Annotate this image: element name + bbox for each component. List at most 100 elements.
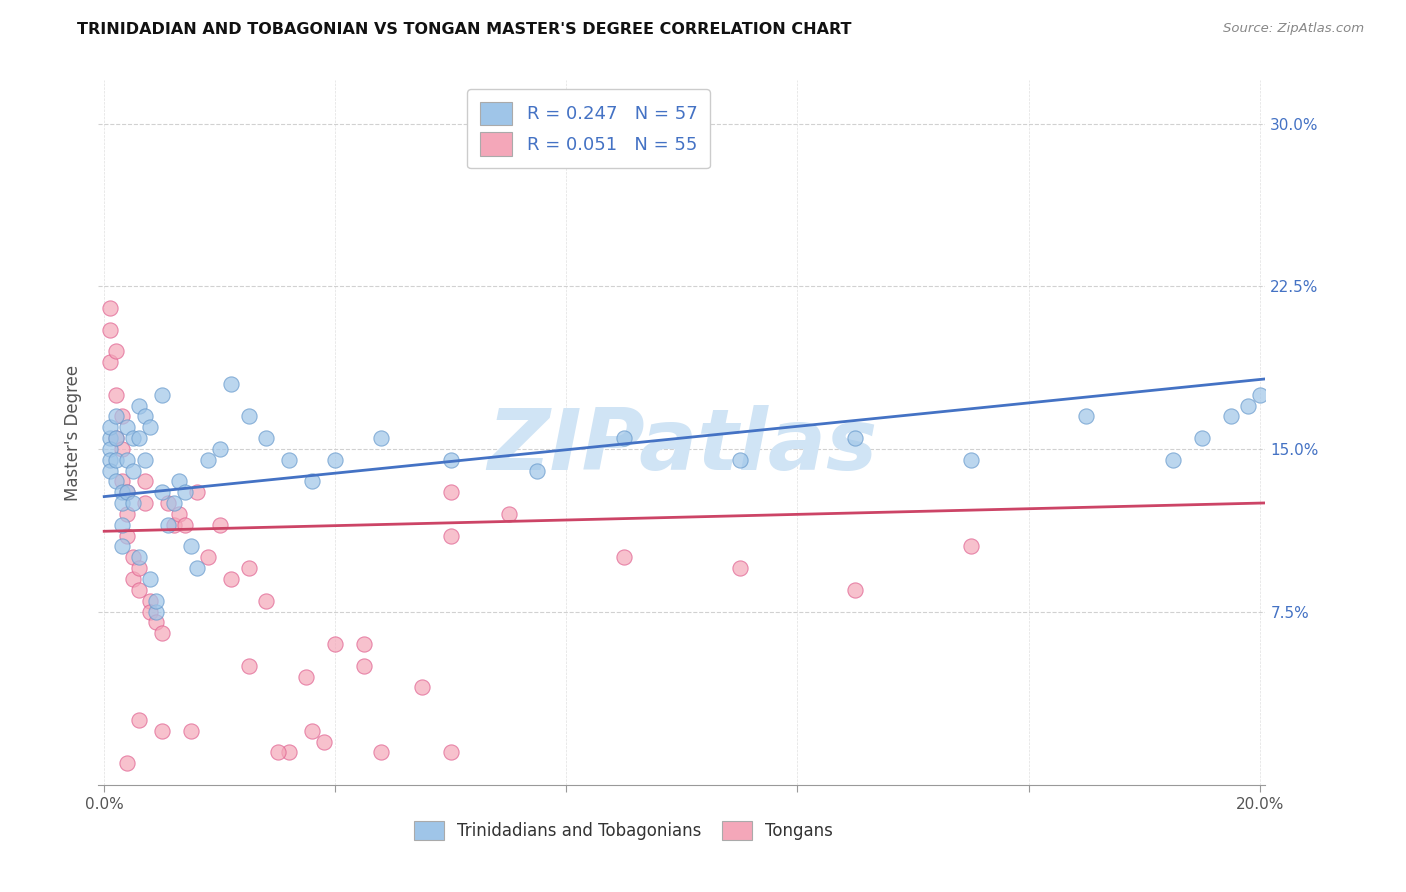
Point [110,485,132,500]
Point [128,713,150,727]
Point [128,561,150,575]
Point [1161,452,1184,467]
Point [139,593,162,607]
Point [139,420,162,434]
Point [145,593,167,607]
Point [238,561,260,575]
Text: ZIPatlas: ZIPatlas [486,405,877,488]
Point [1191,431,1213,445]
Point [440,452,463,467]
Point [197,550,219,565]
Point [186,485,208,500]
Point [145,605,167,619]
Point [498,507,520,521]
Point [440,485,463,500]
Point [98,323,121,337]
Point [278,452,301,467]
Point [301,723,323,738]
Point [122,572,145,586]
Point [117,485,139,500]
Point [98,301,121,315]
Point [169,475,191,489]
Point [353,658,375,673]
Point [174,517,197,532]
Point [162,496,184,510]
Point [104,452,127,467]
Point [728,561,751,575]
Point [169,507,191,521]
Point [1219,409,1241,424]
Point [134,409,156,424]
Point [197,452,219,467]
Point [221,572,243,586]
Legend: Trinidadians and Tobagonians, Tongans: Trinidadians and Tobagonians, Tongans [408,814,839,847]
Text: TRINIDADIAN AND TOBAGONIAN VS TONGAN MASTER'S DEGREE CORRELATION CHART: TRINIDADIAN AND TOBAGONIAN VS TONGAN MAS… [77,22,852,37]
Point [613,431,636,445]
Point [323,452,346,467]
Point [728,452,751,467]
Point [411,681,433,695]
Point [174,485,197,500]
Point [122,496,145,510]
Point [180,540,202,554]
Point [110,540,132,554]
Point [208,517,231,532]
Point [139,572,162,586]
Point [98,420,121,434]
Y-axis label: Master's Degree: Master's Degree [63,365,82,500]
Point [110,496,132,510]
Point [238,658,260,673]
Point [128,431,150,445]
Point [134,496,156,510]
Point [254,593,277,607]
Text: Source: ZipAtlas.com: Source: ZipAtlas.com [1223,22,1364,36]
Point [254,431,277,445]
Point [266,746,288,760]
Point [104,431,127,445]
Point [122,431,145,445]
Point [370,431,392,445]
Point [613,550,636,565]
Point [134,475,156,489]
Point [104,475,127,489]
Point [104,344,127,359]
Point [150,723,173,738]
Point [145,615,167,630]
Point [110,442,132,456]
Point [162,517,184,532]
Point [122,464,145,478]
Point [370,746,392,760]
Point [844,431,866,445]
Point [844,582,866,597]
Point [139,605,162,619]
Point [150,387,173,401]
Point [117,420,139,434]
Point [104,409,127,424]
Point [440,528,463,542]
Point [186,561,208,575]
Point [278,746,301,760]
Point [526,464,548,478]
Point [117,485,139,500]
Point [122,550,145,565]
Point [98,452,121,467]
Point [128,582,150,597]
Point [98,464,121,478]
Point [1249,387,1271,401]
Point [128,399,150,413]
Point [110,409,132,424]
Point [150,626,173,640]
Point [156,496,179,510]
Point [134,452,156,467]
Point [117,452,139,467]
Point [1237,399,1260,413]
Point [238,409,260,424]
Point [323,637,346,651]
Point [110,475,132,489]
Point [117,507,139,521]
Point [110,517,132,532]
Point [959,540,981,554]
Point [117,528,139,542]
Point [959,452,981,467]
Point [98,431,121,445]
